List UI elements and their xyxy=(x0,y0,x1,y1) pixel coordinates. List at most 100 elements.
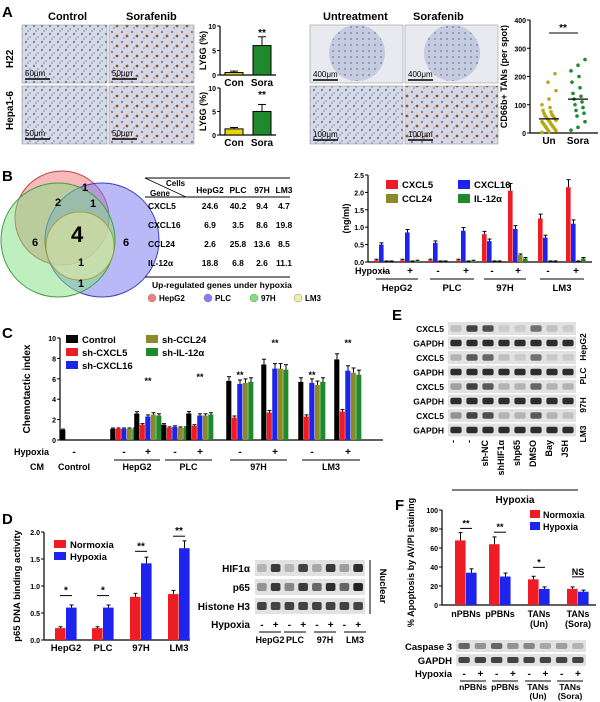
x-tick-label: (Un) xyxy=(530,619,548,629)
x-tick-label: Sora xyxy=(251,138,274,149)
blot-band xyxy=(507,657,519,663)
legend-swatch xyxy=(66,361,78,369)
blot-band xyxy=(353,564,363,572)
x-tick-label: PLC xyxy=(94,643,113,654)
bar xyxy=(567,588,578,605)
blot-band xyxy=(284,583,295,591)
bar xyxy=(224,72,244,76)
blot-row-label: GAPDH xyxy=(418,656,452,667)
y-tick-label: 2.0 xyxy=(30,530,40,537)
x-tick-label: Un xyxy=(542,136,555,147)
blot-band xyxy=(466,354,478,361)
blot-side-label: PLC xyxy=(578,368,588,385)
group-label: (Un) xyxy=(530,691,547,701)
hypoxia-sign: - xyxy=(310,447,313,458)
blot-band xyxy=(458,657,470,663)
bar xyxy=(487,241,492,262)
venn-count: 2 xyxy=(55,197,61,209)
legend-swatch xyxy=(203,293,213,303)
table-cell: 25.8 xyxy=(230,239,247,249)
legend-swatch xyxy=(54,540,66,548)
bar xyxy=(339,411,345,440)
blot-band xyxy=(450,412,462,419)
blot-band xyxy=(339,583,350,591)
scatter-point xyxy=(546,80,550,84)
y-axis-label: LY6G (%) xyxy=(198,92,208,131)
x-tick-label: TANs xyxy=(528,609,551,619)
legend-swatch xyxy=(386,180,398,189)
bar xyxy=(528,579,539,605)
bar xyxy=(461,230,466,262)
y-tick-label: 5 xyxy=(212,110,216,117)
blot-band xyxy=(458,643,470,649)
bar xyxy=(566,187,571,262)
blot-band xyxy=(546,339,558,347)
chart-cd66b-scatter: 0 100 200 300 400 CD66b+ TANs (per spot) Un Sor… xyxy=(499,18,598,147)
hypoxia-sign: - xyxy=(173,447,176,458)
blot-lane-label: shHIF1α xyxy=(496,440,506,476)
bar xyxy=(283,369,289,440)
blot-band xyxy=(498,426,510,434)
bar xyxy=(130,596,141,640)
blot-band xyxy=(523,657,535,663)
blot-band xyxy=(539,643,552,649)
blot-band xyxy=(572,657,584,663)
panel-label-d: D xyxy=(2,511,13,528)
table-corner-gene: Gene xyxy=(150,189,171,198)
group-label: 97H xyxy=(496,283,514,294)
significance-mark: ** xyxy=(236,370,244,380)
scatter-point xyxy=(581,105,585,110)
blot-strip xyxy=(255,579,365,595)
legend-swatch xyxy=(458,194,470,203)
hypoxia-row-label: Hypoxia xyxy=(355,266,391,276)
bar xyxy=(186,413,192,440)
y-tick-label: 60 xyxy=(430,546,438,553)
col-label-tma-sorafenib: Sorafenib xyxy=(413,11,464,23)
bar xyxy=(208,414,214,440)
table-corner-cells: Cells xyxy=(166,179,186,188)
panel-label-e: E xyxy=(392,307,402,324)
blot-band xyxy=(562,368,574,376)
blot-band xyxy=(498,325,510,332)
venn-legend: HepG2 PLC 97H LM3 xyxy=(147,293,322,303)
micrograph-h22-sorafenib xyxy=(108,24,195,84)
blot-row-label: GAPDH xyxy=(413,339,444,349)
table-caption: Up-regulated genes under hypoxia xyxy=(152,280,292,290)
group-label: 97H xyxy=(317,635,334,645)
x-tick-label: pPBNs xyxy=(485,609,515,619)
blot-band xyxy=(450,426,462,434)
bar xyxy=(183,427,189,440)
blot-lane-label: - xyxy=(464,440,474,443)
blot-band xyxy=(474,643,487,649)
blot-band xyxy=(514,368,526,376)
blot-strip xyxy=(448,380,576,393)
scalebar-label: 100μm xyxy=(408,130,433,139)
hypoxia-sign: + xyxy=(407,266,413,277)
venn-count: 1 xyxy=(78,278,84,290)
bar xyxy=(277,368,283,440)
table-cell: 4.7 xyxy=(278,201,290,211)
blot-strip xyxy=(448,336,576,350)
x-tick-label: LM3 xyxy=(170,643,189,654)
blot-band xyxy=(546,368,558,376)
tma-spot xyxy=(424,25,480,81)
group-label: LM3 xyxy=(553,283,572,294)
blot-band xyxy=(466,426,478,434)
hypoxia-sign: - xyxy=(527,669,530,680)
x-tick-label: TANs xyxy=(567,609,590,619)
blot-band xyxy=(325,564,336,572)
y-tick-label: 200 xyxy=(514,75,526,82)
blot-strip xyxy=(448,351,576,364)
significance-mark: ** xyxy=(144,376,152,386)
blot-band xyxy=(312,602,322,610)
hypoxia-sign: + xyxy=(510,669,516,680)
panel-label-b: B xyxy=(2,168,13,185)
group-label: HepG2 xyxy=(122,462,151,472)
group-label: HepG2 xyxy=(382,283,413,294)
blot-lane-label: - xyxy=(448,440,458,443)
bar xyxy=(433,242,438,262)
blot-band xyxy=(450,397,462,405)
bar xyxy=(156,415,162,440)
blot-band xyxy=(450,368,462,376)
